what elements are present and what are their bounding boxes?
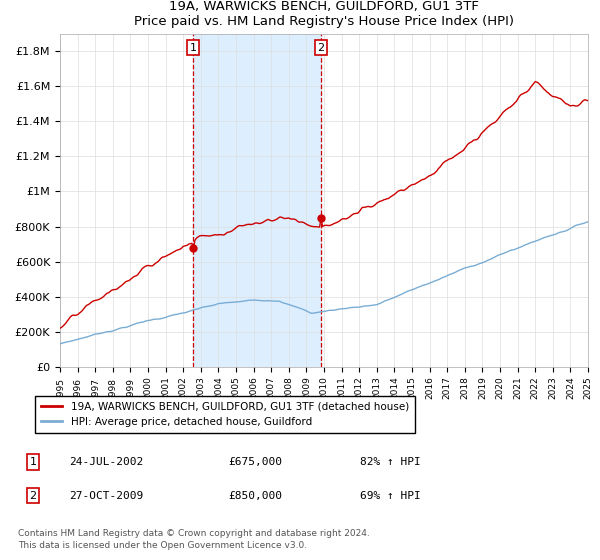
Text: 24-JUL-2002: 24-JUL-2002 <box>69 457 143 467</box>
Text: £850,000: £850,000 <box>228 491 282 501</box>
Text: 1: 1 <box>190 43 197 53</box>
Title: 19A, WARWICKS BENCH, GUILDFORD, GU1 3TF
Price paid vs. HM Land Registry's House : 19A, WARWICKS BENCH, GUILDFORD, GU1 3TF … <box>134 0 514 28</box>
Text: 2: 2 <box>317 43 325 53</box>
Text: 82% ↑ HPI: 82% ↑ HPI <box>360 457 421 467</box>
Bar <box>193 34 321 367</box>
Text: £675,000: £675,000 <box>228 457 282 467</box>
Text: 2: 2 <box>29 491 37 501</box>
Text: This data is licensed under the Open Government Licence v3.0.: This data is licensed under the Open Gov… <box>18 542 307 550</box>
Text: 1: 1 <box>29 457 37 467</box>
Text: 27-OCT-2009: 27-OCT-2009 <box>69 491 143 501</box>
Text: Contains HM Land Registry data © Crown copyright and database right 2024.: Contains HM Land Registry data © Crown c… <box>18 529 370 538</box>
Text: 69% ↑ HPI: 69% ↑ HPI <box>360 491 421 501</box>
Legend: 19A, WARWICKS BENCH, GUILDFORD, GU1 3TF (detached house), HPI: Average price, de: 19A, WARWICKS BENCH, GUILDFORD, GU1 3TF … <box>35 395 415 433</box>
